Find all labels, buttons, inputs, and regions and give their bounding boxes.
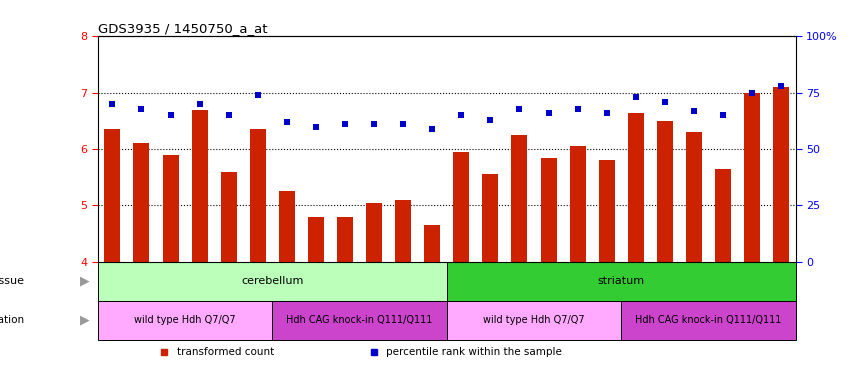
Text: ▶: ▶ [80,275,89,288]
Text: Hdh CAG knock-in Q111/Q111: Hdh CAG knock-in Q111/Q111 [286,315,433,325]
Bar [308,217,324,262]
Point [280,119,294,125]
Point [629,94,643,100]
Point [717,112,730,118]
Bar [395,200,411,262]
Bar [447,301,621,340]
Bar [621,301,796,340]
Point [658,99,671,105]
Bar [425,225,440,262]
Bar [454,152,469,262]
Bar [540,157,557,262]
Point [106,101,119,107]
Point [687,108,700,114]
Text: Hdh CAG knock-in Q111/Q111: Hdh CAG knock-in Q111/Q111 [635,315,782,325]
Point [512,106,526,112]
Point [222,112,236,118]
Text: GDS3935 / 1450750_a_at: GDS3935 / 1450750_a_at [98,22,267,35]
Text: wild type Hdh Q7/Q7: wild type Hdh Q7/Q7 [483,315,585,325]
Bar [220,172,237,262]
Bar [511,135,528,262]
Bar [628,113,643,262]
Bar [366,203,382,262]
Point [571,106,585,112]
Text: striatum: striatum [597,276,645,286]
Point [745,90,759,96]
Point [368,121,381,127]
Bar [105,129,120,262]
Bar [272,301,447,340]
Point [774,83,788,89]
Point [163,112,177,118]
Point [338,121,351,127]
Point [309,124,323,130]
Point [426,126,439,132]
Point [454,112,468,118]
Point [483,117,497,123]
Point [542,110,556,116]
Bar [744,93,760,262]
Point [600,110,614,116]
Text: transformed count: transformed count [177,347,274,357]
Text: cerebellum: cerebellum [241,276,304,286]
Text: wild type Hdh Q7/Q7: wild type Hdh Q7/Q7 [134,315,236,325]
Text: genotype/variation: genotype/variation [0,315,25,325]
Text: percentile rank within the sample: percentile rank within the sample [386,347,562,357]
Bar [191,110,208,262]
Point [397,121,410,127]
Point [134,106,148,112]
Text: tissue: tissue [0,276,25,286]
Point [193,101,207,107]
Bar [250,129,266,262]
Bar [599,161,614,262]
Bar [657,121,673,262]
Bar [447,262,796,301]
Bar [569,146,585,262]
Bar [98,301,272,340]
Bar [98,262,447,301]
Bar [279,191,294,262]
Bar [483,174,499,262]
Bar [337,217,353,262]
Bar [715,169,731,262]
Text: ▶: ▶ [80,314,89,327]
Bar [163,155,179,262]
Bar [774,87,789,262]
Bar [686,132,702,262]
Bar [134,144,150,262]
Point [251,92,265,98]
